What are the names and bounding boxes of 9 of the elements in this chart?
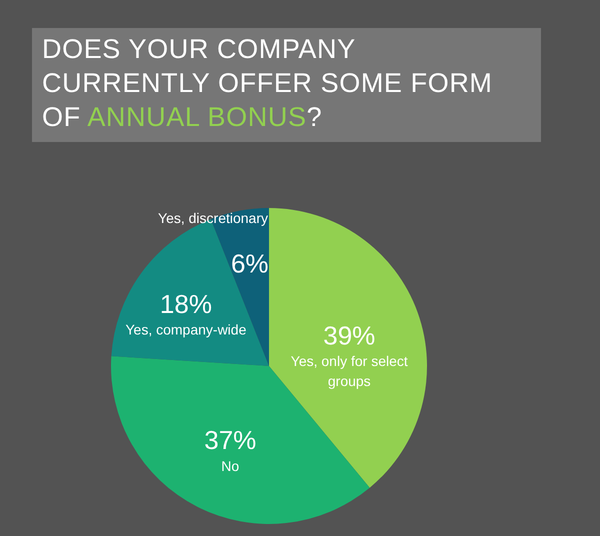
data-label: 37%: [204, 425, 256, 456]
slice-label: No: [221, 458, 240, 474]
data-label: 6%: [230, 248, 269, 278]
data-label: 18%: [160, 288, 212, 319]
data-label: 39%: [323, 320, 376, 350]
slice-label: Yes, only for select groups: [290, 352, 408, 389]
slice-label: Yes, company-wide: [125, 321, 247, 338]
chart-title: DOES YOUR COMPANY CURRENTLY OFFER SOME FORM OF ANNUAL BONUS?: [32, 28, 541, 142]
slice-label: Yes, discretionary: [158, 210, 268, 226]
